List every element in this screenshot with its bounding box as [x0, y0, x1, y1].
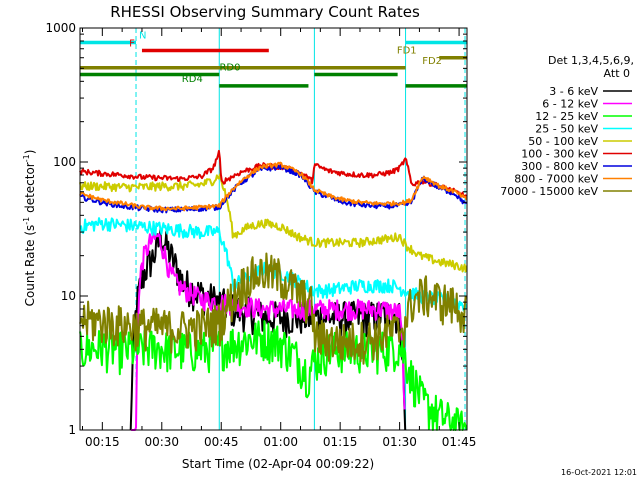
legend-label-5: 100 - 300 keV: [521, 148, 598, 161]
flag-label-fd2: FD2: [422, 56, 442, 67]
x-tick-label: 00:30: [144, 435, 179, 449]
flag-label-rd4: RD4: [182, 74, 203, 85]
y-tick-label: 10: [61, 289, 76, 303]
flag-label-fd1: FD1: [397, 46, 417, 57]
x-tick-label: 00:45: [204, 435, 239, 449]
y-axis-label-sup2: -1: [22, 154, 31, 162]
x-tick-label: 01:00: [263, 435, 298, 449]
legend-label-7: 800 - 7000 keV: [514, 173, 598, 186]
plot-frame: [79, 27, 468, 431]
y-axis-label: Count Rate (s-1 detector-1): [22, 150, 37, 307]
axes-layer: 1 10 100 1000 00:15 00:30 00:45 01:00 01:15 01:30…: [45, 21, 476, 449]
y-tick-label: 1000: [45, 21, 76, 35]
legend-label-8: 7000 - 15000 keV: [500, 185, 598, 198]
legend-label-6: 300 - 800 keV: [521, 160, 598, 173]
flag-label-f: F: [129, 38, 135, 49]
flags-layer: NF FD1 FD2 RD0 RD4: [80, 30, 467, 88]
y-axis-label-sup1: -1: [22, 217, 31, 225]
series-line-8: [79, 252, 467, 365]
series-line-5: [79, 149, 468, 198]
flag-label-n: N: [139, 30, 146, 41]
legend-label-0: 3 - 6 keV: [549, 85, 598, 98]
legend-header-line-2: Att 0: [604, 67, 630, 80]
x-axis-label: Start Time (02-Apr-04 00:09:22): [182, 457, 374, 471]
x-tick-label: 01:45: [442, 435, 477, 449]
legend-label-2: 12 - 25 keV: [535, 110, 598, 123]
series-layer: [79, 28, 468, 431]
legend-label-3: 25 - 50 keV: [535, 123, 598, 136]
y-axis-label-mid: detector: [23, 162, 37, 217]
x-tick-label: 00:15: [85, 435, 120, 449]
y-tick-label: 100: [53, 155, 76, 169]
series-line-4: [79, 173, 468, 273]
y-axis-label-main: Count Rate (s: [23, 225, 37, 307]
legend-label-1: 6 - 12 keV: [542, 98, 598, 111]
flag-label-rd0: RD0: [219, 62, 240, 73]
series-line-1: [131, 230, 406, 431]
footer-date: 16-Oct-2021 12:01: [561, 468, 637, 477]
chart-title: RHESSI Observing Summary Count Rates: [110, 3, 420, 21]
x-tick-label: 01:15: [323, 435, 358, 449]
series-line-7: [79, 161, 468, 212]
y-tick-label: 1: [68, 423, 76, 437]
legend-header-line-1: Det 1,3,4,5,6,9,: [548, 54, 634, 67]
legend-label-4: 50 - 100 keV: [528, 135, 598, 148]
x-tick-label: 01:30: [382, 435, 417, 449]
y-axis-label-end: ): [23, 150, 37, 155]
